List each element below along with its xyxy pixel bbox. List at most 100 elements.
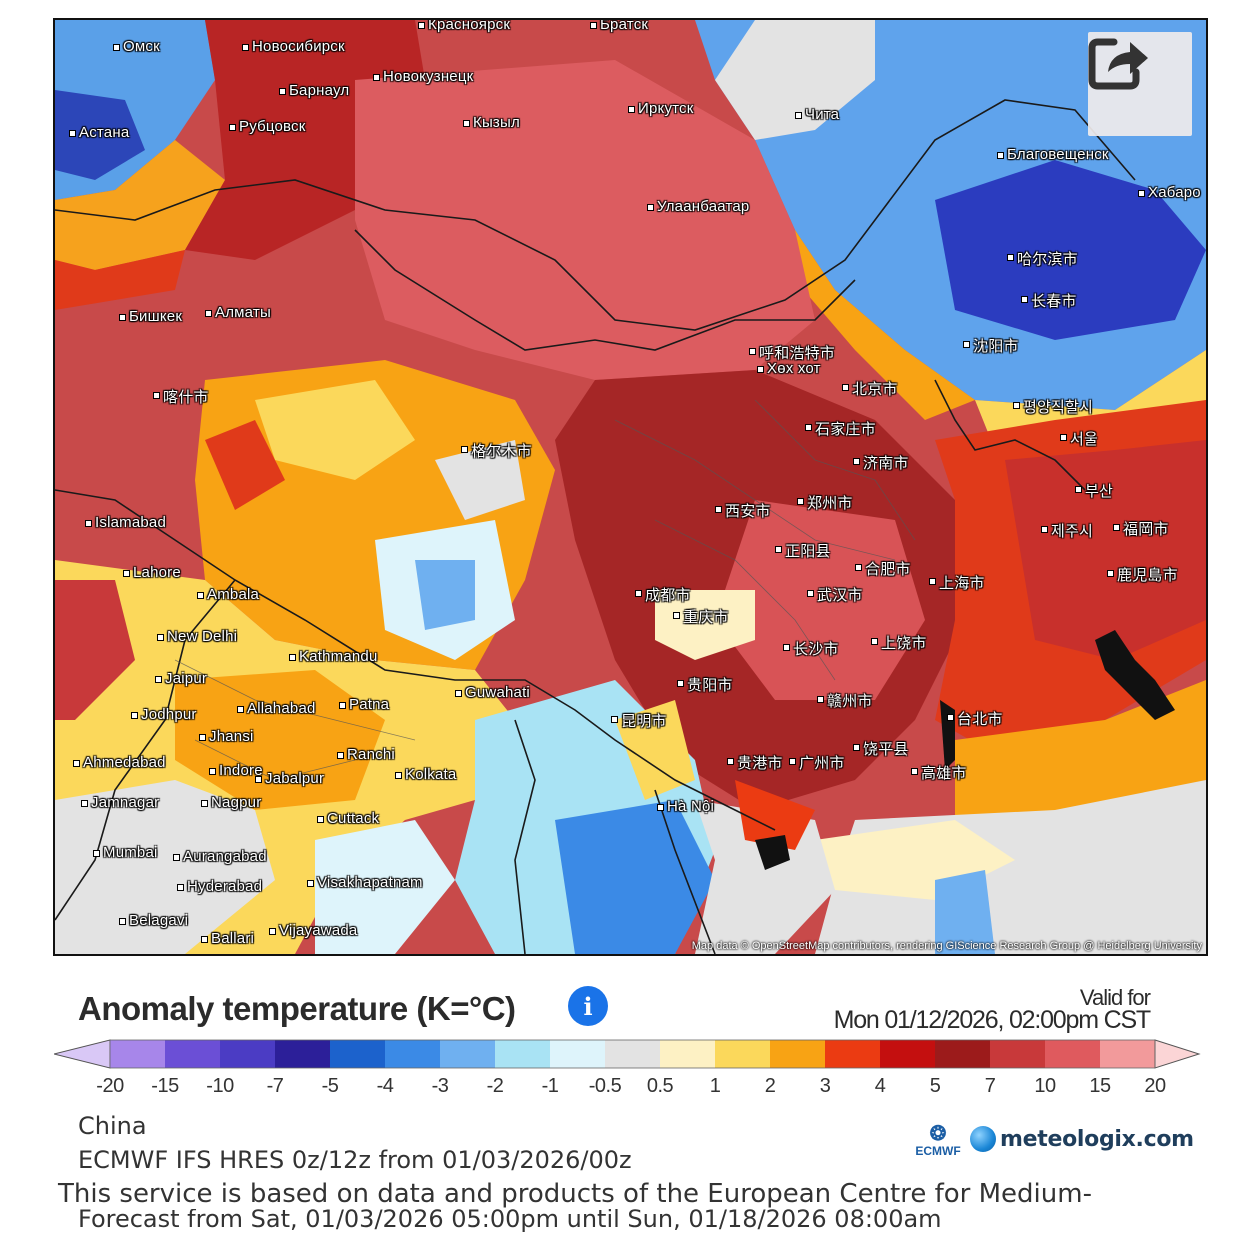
city-label: Бишкек: [118, 308, 183, 325]
city-label: 哈尔滨市: [1007, 248, 1078, 269]
scale-arrow-low: [54, 1039, 111, 1069]
map-attribution: Map data © OpenStreetMap contributors, r…: [691, 940, 1202, 952]
city-label: Новосибирск: [242, 38, 345, 55]
city-label: Красноярск: [417, 18, 511, 33]
valid-for-date: Mon 01/12/2026, 02:00pm CST: [833, 1006, 1152, 1034]
city-label: 呼和浩特市: [748, 342, 835, 363]
city-label: 格尔木市: [461, 440, 532, 461]
scale-tick-label: -20: [96, 1075, 124, 1097]
city-label: Hyderabad: [176, 878, 263, 895]
city-label: 제주시: [1040, 520, 1093, 541]
city-label: 高雄市: [911, 762, 967, 783]
city-label: 济南市: [853, 452, 909, 473]
city-label: Барнаул: [278, 82, 350, 99]
city-label: Ambala: [196, 586, 260, 603]
scale-tick-label: -5: [321, 1075, 339, 1097]
scale-tick-label: -4: [376, 1075, 394, 1097]
city-label: Jhansi: [199, 728, 254, 745]
scale-swatch: [660, 1040, 715, 1068]
scale-tick-label: 20: [1144, 1075, 1166, 1097]
city-label: Омск: [113, 38, 160, 55]
city-label: 广州市: [789, 752, 845, 773]
city-label: Vijayawada: [268, 922, 358, 939]
scale-swatch: [715, 1040, 770, 1068]
city-label: Чита: [794, 106, 840, 123]
city-label: 台北市: [947, 708, 1003, 729]
city-label: Jodhpur: [131, 706, 197, 723]
scale-tick-label: -10: [206, 1075, 234, 1097]
scale-swatch: [880, 1040, 935, 1068]
city-label: 成都市: [635, 584, 691, 605]
city-label: 上海市: [929, 572, 985, 593]
scale-swatch: [990, 1040, 1045, 1068]
city-label: 正阳县: [775, 540, 831, 561]
city-label: 福岡市: [1113, 518, 1169, 539]
meteologix-text: meteologix.com: [1000, 1126, 1194, 1152]
city-label: Иркутск: [628, 100, 694, 117]
city-label: Patna: [338, 696, 390, 713]
city-label: Ahmedabad: [73, 754, 166, 771]
city-label: 부산: [1074, 480, 1113, 501]
info-icon[interactable]: i: [568, 986, 608, 1026]
city-label: Visakhapatnam: [307, 874, 423, 891]
city-label: 郑州市: [797, 492, 853, 513]
city-label: 武汉市: [807, 584, 863, 605]
scale-tick-label: -1: [541, 1075, 559, 1097]
region-label: China: [78, 1112, 147, 1140]
forecast-period: Forecast from Sat, 01/03/2026 05:00pm un…: [78, 1205, 942, 1233]
city-label: Aurangabad: [173, 848, 267, 865]
scale-tick-label: 2: [764, 1075, 776, 1097]
scale-swatch: [165, 1040, 220, 1068]
city-label: Jamnagar: [80, 794, 160, 811]
scale-tick-label: -7: [266, 1075, 284, 1097]
share-icon: [1088, 38, 1148, 90]
city-label: Lahore: [123, 564, 181, 581]
scale-swatch: [605, 1040, 660, 1068]
scale-tick-label: 7: [984, 1075, 996, 1097]
scale-tick-label: 1: [709, 1075, 721, 1097]
scale-tick-label: 4: [874, 1075, 886, 1097]
disclaimer-text: This service is based on data and produc…: [58, 1179, 1096, 1209]
scale-tick-label: 3: [819, 1075, 831, 1097]
city-label: Mumbai: [93, 844, 158, 861]
anomaly-temperature-map[interactable]: Омск Новосибирск Красноярск Братск Барна…: [53, 18, 1208, 956]
city-label: 合肥市: [855, 558, 911, 579]
city-label: Kolkata: [394, 766, 457, 783]
scale-swatch: [770, 1040, 825, 1068]
city-label: Guwahati: [455, 684, 530, 701]
city-label: 石家庄市: [805, 418, 876, 439]
city-label: Благовещенск: [997, 146, 1109, 163]
city-label: Allahabad: [237, 700, 316, 717]
city-label: New Delhi: [156, 628, 238, 645]
scale-arrow-high: [1154, 1039, 1201, 1069]
share-button[interactable]: [1088, 32, 1192, 136]
scale-swatch: [1100, 1040, 1155, 1068]
scale-swatch: [1045, 1040, 1100, 1068]
city-label: 长春市: [1021, 290, 1077, 311]
city-label: Cuttack: [316, 810, 380, 827]
city-label: Хабаро: [1138, 184, 1201, 201]
scale-swatch: [825, 1040, 880, 1068]
scale-tick-label: -15: [151, 1075, 179, 1097]
scale-tick-label: -3: [431, 1075, 449, 1097]
city-label: 평양직할시: [1012, 396, 1093, 417]
map-fill: [55, 20, 1206, 954]
city-label: 鹿児島市: [1107, 564, 1178, 585]
scale-tick-label: 0.5: [646, 1075, 674, 1097]
scale-swatch: [385, 1040, 440, 1068]
city-label: Jaipur: [154, 670, 208, 687]
city-label: 贵阳市: [677, 674, 733, 695]
city-label: Jabalpur: [254, 770, 325, 787]
city-label: 沈阳市: [963, 335, 1019, 356]
city-label: 贵港市: [727, 752, 783, 773]
scale-tick-label: -0.5: [588, 1075, 622, 1097]
city-label: 长沙市: [783, 638, 839, 659]
scale-swatch: [330, 1040, 385, 1068]
city-label: Новокузнецк: [372, 68, 474, 85]
city-label: Алматы: [205, 304, 271, 321]
scale-tick-label: 10: [1034, 1075, 1056, 1097]
city-label: 赣州市: [817, 690, 873, 711]
valid-for-label: Valid for: [1079, 985, 1151, 1010]
meteologix-logo[interactable]: meteologix.com: [970, 1126, 1194, 1152]
city-label: Астана: [68, 124, 130, 141]
